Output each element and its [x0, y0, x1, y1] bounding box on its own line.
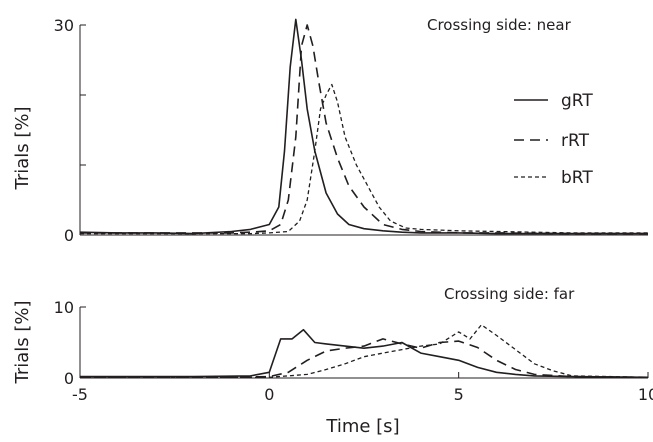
- bottom-x-tick-label: -5: [72, 385, 88, 404]
- bottom-series-rrt: [80, 338, 649, 379]
- bottom-series-grt: [80, 328, 649, 379]
- top-y-tick-label: 30: [54, 16, 74, 35]
- bottom-panel-annotation: Crossing side: far: [444, 285, 575, 303]
- bottom-x-tick-label: 10: [638, 385, 653, 404]
- legend-label-brt: bRT: [561, 168, 593, 188]
- bottom-x-tick-label: 0: [264, 385, 274, 404]
- legend: gRT rRT bRT: [514, 91, 593, 188]
- legend-label-rrt: rRT: [561, 131, 590, 151]
- bottom-y-axis-label: Trials [%]: [12, 300, 33, 384]
- top-y-axis-label: Trials [%]: [12, 106, 33, 190]
- top-series-grt: [79, 18, 648, 235]
- legend-label-grt: gRT: [561, 91, 593, 111]
- x-axis-label: Time [s]: [325, 416, 399, 437]
- bottom-x-tick-label: 5: [454, 385, 464, 404]
- top-y-tick-label: 0: [64, 226, 74, 245]
- top-series-rrt: [80, 24, 648, 235]
- bottom-y-tick-label: 0: [64, 369, 74, 388]
- bottom-y-tick-label: 10: [54, 298, 74, 317]
- bottom-series-brt: [80, 324, 649, 378]
- top-panel-annotation: Crossing side: near: [427, 16, 572, 34]
